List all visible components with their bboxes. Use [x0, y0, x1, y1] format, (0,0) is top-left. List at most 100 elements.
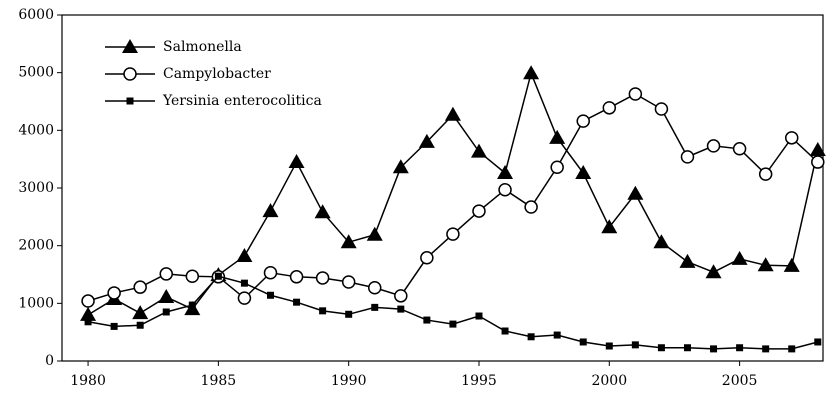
marker-triangle: [158, 288, 175, 303]
marker-triangle: [132, 305, 149, 320]
marker-square: [788, 345, 796, 353]
marker-square: [527, 333, 535, 341]
marker-square: [631, 341, 639, 349]
marker-circle: [680, 150, 695, 164]
marker-square: [188, 301, 196, 309]
x-tick-label: 2005: [722, 373, 758, 389]
marker-square: [345, 310, 353, 318]
marker-square: [319, 307, 327, 315]
marker-square: [501, 327, 509, 335]
marker-triangle: [549, 129, 566, 144]
marker-circle: [706, 139, 721, 153]
marker-circle: [784, 131, 799, 145]
marker-square: [110, 322, 118, 330]
marker-square: [553, 331, 561, 339]
marker-square: [710, 345, 718, 353]
marker-circle: [628, 87, 643, 101]
marker-circle: [159, 267, 173, 281]
marker-triangle: [783, 257, 800, 272]
marker-square: [814, 338, 822, 346]
marker-circle: [498, 182, 512, 197]
marker-triangle: [601, 219, 618, 234]
marker-triangle: [653, 234, 670, 249]
marker-circle: [550, 160, 564, 174]
marker-circle: [263, 266, 278, 280]
legend-label: Salmonella: [163, 39, 242, 55]
y-tick-label: 4000: [18, 122, 54, 138]
marker-triangle: [122, 39, 138, 53]
marker-circle: [811, 155, 825, 169]
x-tick-label: 1995: [461, 373, 497, 389]
x-tick-label: 1990: [331, 373, 367, 389]
marker-circle: [446, 227, 460, 241]
marker-triangle: [262, 203, 279, 218]
marker-square: [126, 97, 134, 105]
marker-triangle: [731, 250, 748, 265]
marker-square: [214, 272, 222, 280]
marker-triangle: [627, 185, 644, 200]
y-tick-label: 2000: [18, 238, 54, 254]
marker-circle: [123, 67, 137, 81]
marker-triangle: [705, 264, 722, 279]
marker-circle: [289, 270, 304, 284]
marker-triangle: [444, 106, 461, 121]
marker-triangle: [757, 257, 774, 272]
marker-circle: [185, 269, 200, 283]
marker-square: [475, 312, 483, 320]
marker-triangle: [392, 159, 409, 174]
y-tick-label: 1000: [18, 295, 54, 311]
marker-circle: [758, 167, 773, 181]
marker-triangle: [497, 165, 514, 180]
marker-circle: [732, 142, 747, 156]
marker-triangle: [679, 253, 696, 268]
marker-square: [736, 344, 744, 352]
marker-square: [683, 344, 691, 352]
marker-triangle: [80, 306, 97, 321]
marker-square: [84, 318, 92, 326]
marker-triangle: [236, 248, 253, 263]
marker-circle: [654, 102, 669, 116]
marker-circle: [315, 271, 330, 285]
marker-triangle: [418, 133, 435, 148]
marker-square: [266, 291, 274, 299]
marker-square: [293, 298, 301, 306]
marker-square: [762, 345, 770, 353]
x-tick-label: 1980: [70, 373, 106, 389]
marker-circle: [524, 200, 538, 214]
marker-square: [397, 305, 405, 313]
marker-square: [423, 316, 431, 324]
marker-circle: [107, 286, 121, 300]
marker-circle: [367, 281, 382, 295]
marker-circle: [133, 280, 147, 294]
marker-circle: [394, 289, 408, 303]
marker-square: [371, 303, 379, 311]
marker-circle: [341, 275, 356, 289]
marker-circle: [602, 101, 617, 115]
marker-square: [240, 279, 248, 287]
y-tick-label: 5000: [18, 65, 54, 81]
marker-triangle: [809, 141, 826, 156]
marker-triangle: [288, 154, 305, 169]
marker-square: [605, 342, 613, 350]
marker-square: [449, 320, 457, 328]
marker-circle: [81, 294, 95, 308]
legend-label: Campylobacter: [163, 66, 271, 82]
legend-label: Yersinia enterocolitica: [162, 93, 322, 109]
marker-triangle: [470, 143, 487, 158]
y-tick-label: 0: [45, 353, 54, 369]
marker-triangle: [340, 234, 357, 249]
marker-circle: [420, 251, 434, 265]
marker-triangle: [366, 226, 383, 241]
marker-triangle: [575, 165, 592, 180]
marker-triangle: [314, 204, 331, 219]
x-tick-label: 1985: [201, 373, 237, 389]
y-tick-label: 3000: [18, 180, 54, 196]
marker-square: [579, 338, 587, 346]
x-tick-label: 2000: [591, 373, 627, 389]
marker-circle: [576, 114, 590, 128]
marker-circle: [237, 291, 252, 305]
marker-square: [657, 344, 665, 352]
marker-circle: [472, 204, 486, 218]
marker-square: [136, 321, 144, 329]
